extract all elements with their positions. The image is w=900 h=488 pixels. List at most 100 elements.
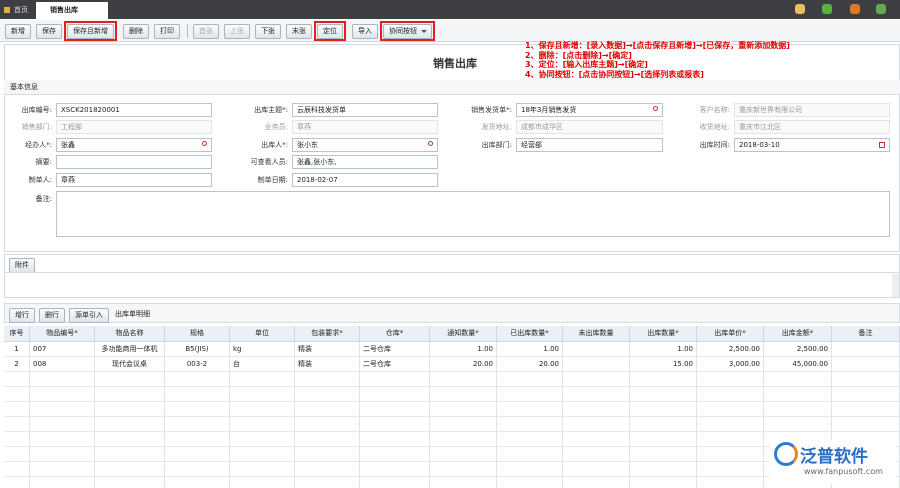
column-header: 仓库* [360,326,430,342]
toolbar-button[interactable]: 保存且新增 [67,24,114,39]
table-cell [832,372,900,387]
table-cell: 1.00 [430,342,497,357]
table-cell [165,462,230,477]
input[interactable]: 18年3月销售发货 [516,103,663,117]
column-header: 出库数量* [630,326,697,342]
table-cell [360,477,430,488]
table-cell [630,462,697,477]
header-icon[interactable] [822,4,832,14]
toolbar-button[interactable]: 导入 [352,24,378,39]
input[interactable]: 张鑫,张小东, [292,155,438,169]
table-cell [563,447,630,462]
tab[interactable]: 首页 [14,6,28,14]
table-cell [295,477,360,488]
table-cell [95,447,165,462]
input[interactable]: 章燕 [56,173,212,187]
field-label: 出库时间: [699,141,730,149]
table-cell [295,372,360,387]
detail-button[interactable]: 源单引入 [69,308,109,323]
toolbar-button[interactable]: 末张 [286,24,312,39]
table-cell [497,477,563,488]
table-cell: 精装 [295,357,360,372]
toolbar-button[interactable]: 打印 [154,24,180,39]
table-cell [4,477,30,488]
toolbar-button[interactable]: 保存 [36,24,62,39]
table-cell [630,372,697,387]
field-label: 制单人: [28,176,52,184]
search-icon[interactable] [653,106,658,111]
input[interactable]: 张鑫 [56,138,212,152]
column-header: 未出库数量 [563,326,630,342]
table-cell [165,432,230,447]
annotation: 3、定位：[输入出库主题]→[确定] [525,60,648,69]
detail-button[interactable]: 增行 [9,308,35,323]
table-cell [360,447,430,462]
table-cell [430,372,497,387]
toolbar-button[interactable]: 下张 [255,24,281,39]
table-cell: 007 [30,342,95,357]
table-cell [697,387,764,402]
calendar-icon[interactable] [879,142,885,148]
table-cell [230,447,295,462]
table-cell: 2 [4,357,30,372]
table-cell: 1.00 [630,342,697,357]
field-label: 备注: [35,195,52,203]
table-cell [563,342,630,357]
toolbar-button: 上张 [224,24,250,39]
toolbar-button[interactable]: 协同按钮 [383,24,432,39]
search-icon[interactable] [202,141,207,146]
table-cell [630,447,697,462]
header-icon[interactable] [795,4,805,14]
input[interactable]: 张小东 [292,138,438,152]
textarea[interactable] [56,191,890,237]
table-cell [497,402,563,417]
table-cell [165,372,230,387]
table-header [4,326,900,342]
table-cell [563,402,630,417]
field-label: 收货地址: [699,123,730,131]
column-header: 物品编号* [30,326,95,342]
input[interactable]: 云辰科技发货单 [292,103,438,117]
header-icon[interactable] [876,4,886,14]
table-cell [497,417,563,432]
table-cell: 20.00 [430,357,497,372]
toolbar-button[interactable]: 定位 [317,24,343,39]
annotation: 2、删除：[点击删除]→[确定] [525,50,632,60]
table-cell [497,447,563,462]
detail-button[interactable]: 删行 [39,308,65,323]
table-cell [165,477,230,488]
table-cell [832,357,900,372]
input[interactable]: 2018-03-10 [734,138,890,152]
table-cell: 二号仓库 [360,357,430,372]
table-cell [295,402,360,417]
table-cell [30,462,95,477]
search-icon[interactable] [428,141,433,146]
table-cell [697,372,764,387]
column-header: 单位 [230,326,295,342]
input: 工程部 [56,120,212,134]
table-cell [430,417,497,432]
table-cell [764,402,832,417]
header-icon[interactable] [850,4,860,14]
column-header: 规格 [165,326,230,342]
input[interactable]: XSCK201820001 [56,103,212,117]
toolbar-button[interactable]: 删除 [123,24,149,39]
tab[interactable]: 销售出库 [36,2,108,19]
input[interactable]: 2018-02-07 [292,173,438,187]
input[interactable]: 经营部 [516,138,663,152]
column-header: 出库单价* [697,326,764,342]
table-cell [697,447,764,462]
table-cell [230,402,295,417]
table-cell [4,432,30,447]
table-cell [230,372,295,387]
field-label: 经办人*: [25,141,52,149]
table-cell [4,372,30,387]
table-cell: 2,500.00 [697,342,764,357]
input[interactable] [56,155,212,169]
attachment-button[interactable]: 附件 [9,258,35,273]
table-cell [430,432,497,447]
table-cell [230,477,295,488]
table-cell [360,402,430,417]
toolbar-button[interactable]: 新增 [5,24,31,39]
table-cell: 精装 [295,342,360,357]
